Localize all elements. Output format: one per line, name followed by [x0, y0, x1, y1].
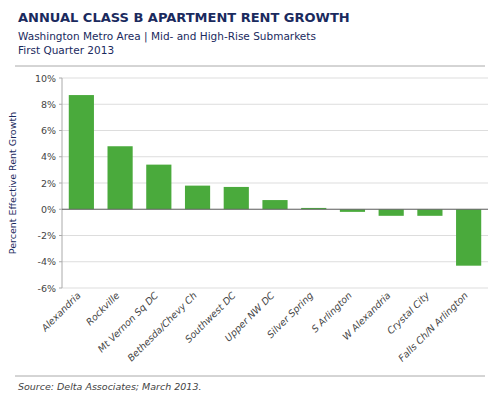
grid [62, 78, 488, 288]
bar [417, 209, 442, 216]
y-tick-label: -6% [38, 283, 57, 294]
x-tick-label: Bethesda/Chevy Ch [125, 290, 199, 364]
y-tick-label: -4% [38, 256, 57, 267]
x-tick-label: Falls Ch/N Arlington [396, 290, 470, 364]
subtitle: Washington Metro Area | Mid- and High-Ri… [18, 30, 316, 43]
source: Source: Delta Associates; March 2013. [18, 381, 201, 392]
y-axis-line [62, 78, 63, 288]
bar [456, 209, 481, 265]
y-tick-label: 2% [41, 178, 56, 189]
grid-line [62, 78, 488, 79]
x-tick-label: Alexandria [38, 290, 83, 335]
y-tick-label: 0% [41, 204, 56, 215]
separator [15, 376, 485, 377]
separator [15, 66, 485, 67]
bar [224, 187, 249, 209]
chart: ANNUAL CLASS B APARTMENT RENT GROWTH Wash… [0, 0, 500, 399]
zero-line [62, 209, 488, 210]
y-tick-label: 8% [41, 99, 56, 110]
subtitle: First Quarter 2013 [18, 44, 114, 56]
y-axis-label: Percent Effective Rent Growth [7, 112, 18, 254]
title: ANNUAL CLASS B APARTMENT RENT GROWTH [18, 10, 350, 25]
bar [262, 200, 287, 209]
bar [379, 209, 404, 216]
x-tick-label: Rockville [84, 290, 122, 328]
x-axis: AlexandriaRockvilleMt Vernon Sq DCBethes… [38, 289, 470, 363]
grid-line [62, 288, 488, 289]
grid-line [62, 235, 488, 236]
grid-line [62, 209, 488, 210]
y-tick-label: 4% [41, 151, 56, 162]
bars [69, 95, 481, 266]
bar [108, 146, 133, 209]
grid-line [62, 104, 488, 105]
bar [185, 186, 210, 210]
y-axis: -6% -4% -2% 0% 2% 4% 6% 8% 10% [35, 73, 62, 294]
y-tick-label: 10% [35, 73, 56, 84]
x-tick-label: W Alexandria [340, 290, 393, 343]
grid-line [62, 130, 488, 131]
x-tick-label: Silver Spring [265, 290, 315, 340]
bar [146, 165, 171, 210]
grid-line [62, 261, 488, 262]
y-tick-label: -2% [38, 230, 57, 241]
bar [69, 95, 94, 209]
y-tick-label: 6% [41, 125, 56, 136]
